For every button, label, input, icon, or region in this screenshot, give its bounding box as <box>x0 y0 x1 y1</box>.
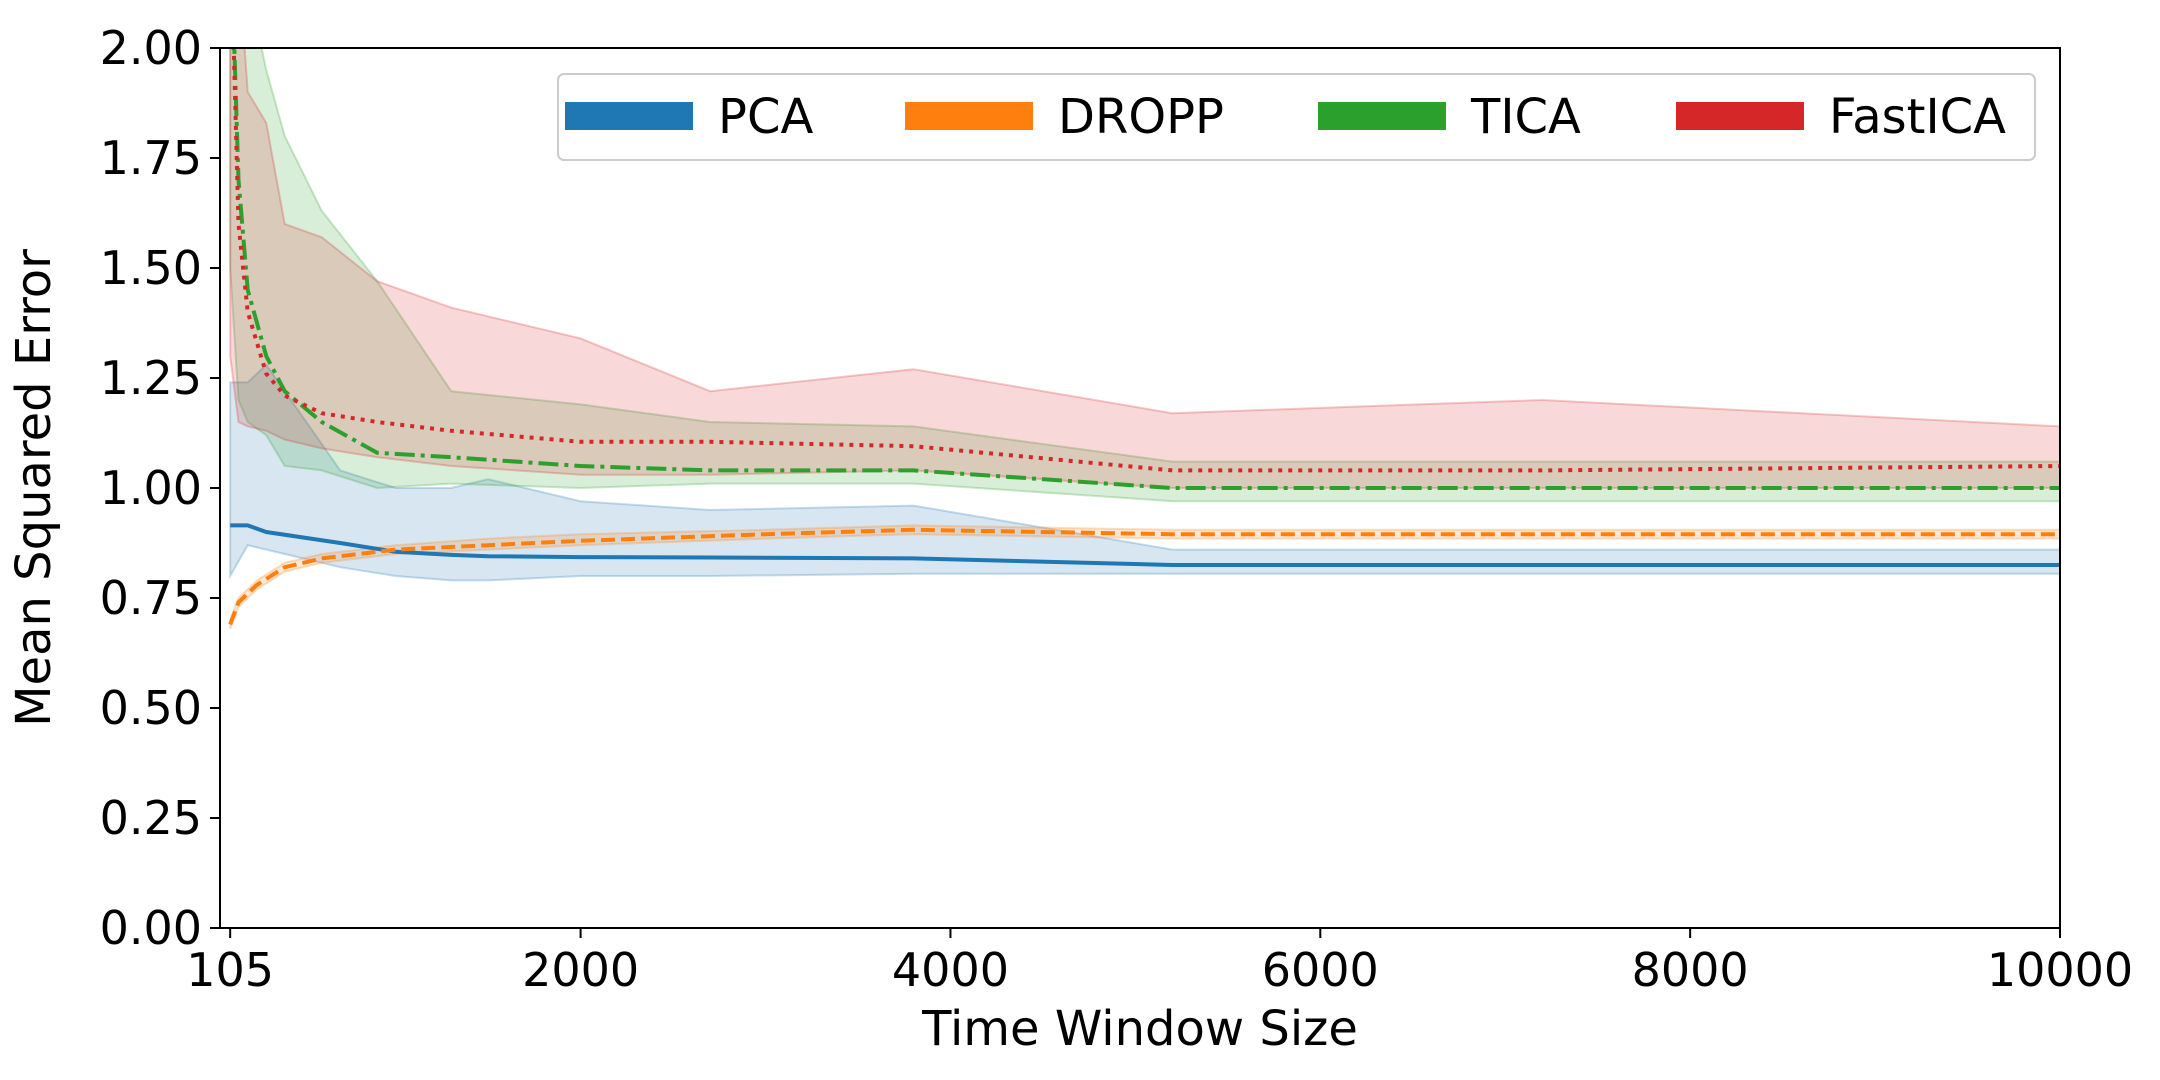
tica-line <box>232 48 2060 490</box>
y-tick-label: 0.75 <box>100 571 202 625</box>
y-tick-label: 0.50 <box>100 681 202 735</box>
dropp-band <box>229 524 2060 630</box>
y-tick-label: 2.00 <box>100 21 202 75</box>
fastica-band <box>229 48 2060 489</box>
fastica-legend-label: FastICA <box>1829 89 2006 145</box>
x-tick-label: 105 <box>186 943 274 997</box>
y-tick-label: 1.25 <box>100 351 202 405</box>
dropp-line <box>228 527 2060 626</box>
y-axis-label: Mean Squared Error <box>6 249 62 727</box>
pca-legend-swatch <box>565 102 693 130</box>
y-tick-label: 1.00 <box>100 461 202 515</box>
x-tick-label: 8000 <box>1632 943 1749 997</box>
tica-legend-label: TICA <box>1470 89 1581 145</box>
x-axis: 105 2000 4000 6000 8000 10000 <box>186 928 2133 997</box>
dropp-legend-swatch <box>905 102 1033 130</box>
legend: PCA DROPP TICA FastICA <box>557 73 2036 161</box>
x-axis-label: Time Window Size <box>921 1001 1358 1057</box>
y-tick-label: 0.00 <box>100 901 202 955</box>
x-tick-label: 2000 <box>522 943 639 997</box>
fastica-line <box>231 48 2060 473</box>
x-tick-label: 10000 <box>1987 943 2133 997</box>
x-tick-label: 6000 <box>1262 943 1379 997</box>
pca-line <box>230 523 2060 567</box>
fastica-legend-swatch <box>1676 102 1804 130</box>
pca-legend-label: PCA <box>718 89 813 145</box>
pca-band <box>229 363 2060 582</box>
x-tick-label: 4000 <box>892 943 1009 997</box>
dropp-legend-label: DROPP <box>1058 89 1224 145</box>
tica-legend-swatch <box>1318 102 1446 130</box>
y-tick-label: 1.75 <box>100 131 202 185</box>
legend-frame <box>557 73 2036 161</box>
series-lines <box>228 48 2060 626</box>
y-tick-label: 1.50 <box>100 241 202 295</box>
y-tick-label: 0.25 <box>100 791 202 845</box>
y-axis: 0.00 0.25 0.50 0.75 1.00 1.25 1.50 1.75 2.00 <box>100 21 220 955</box>
